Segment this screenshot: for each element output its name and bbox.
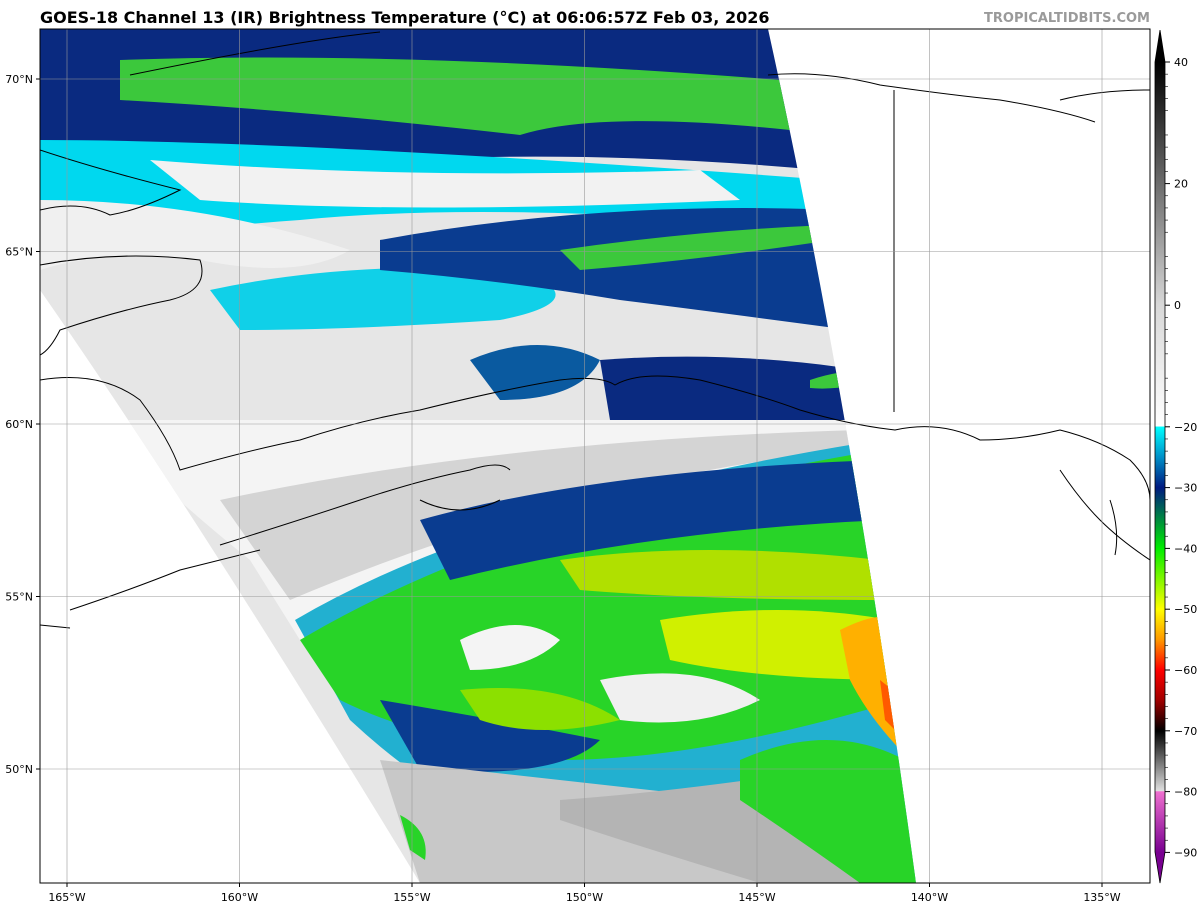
latitude-ticks: 70°N 65°N 60°N 55°N 50°N	[5, 73, 40, 776]
lon-tick-label: 145°W	[738, 891, 775, 904]
colorbar-tick-label: −30	[1174, 482, 1197, 495]
colorbar-tick-label: 40	[1174, 56, 1188, 69]
colorbar-tick-label: −50	[1174, 603, 1197, 616]
lon-tick-label: 155°W	[393, 891, 430, 904]
colorbar-tick-label: −20	[1174, 421, 1197, 434]
map-area	[40, 29, 1150, 883]
colorbar-tick-label: 20	[1174, 178, 1188, 191]
colorbar-tick-label: −40	[1174, 542, 1197, 555]
lat-tick-label: 55°N	[5, 591, 33, 604]
lat-tick-label: 65°N	[5, 246, 33, 259]
lat-tick-label: 50°N	[5, 763, 33, 776]
lon-tick-label: 150°W	[566, 891, 603, 904]
watermark: TROPICALTIDBITS.COM	[984, 11, 1150, 26]
graticule	[40, 29, 1150, 883]
lon-tick-label: 165°W	[48, 891, 85, 904]
lat-tick-label: 60°N	[5, 418, 33, 431]
colorbar-tick-label: −90	[1174, 846, 1197, 859]
colorbar	[1154, 29, 1166, 884]
lon-tick-label: 140°W	[911, 891, 948, 904]
ir-imagery	[40, 29, 916, 883]
lon-tick-label: 135°W	[1083, 891, 1120, 904]
map-frame	[39, 28, 1151, 884]
lon-tick-label: 160°W	[221, 891, 258, 904]
colorbar-tick-label: −80	[1174, 786, 1197, 799]
lat-tick-label: 70°N	[5, 73, 33, 86]
coastlines	[40, 31, 1150, 629]
colorbar-tick-label: −70	[1174, 725, 1197, 738]
colorbar-tick-label: 0	[1174, 299, 1181, 312]
colorbar-tick-label: −60	[1174, 664, 1197, 677]
longitude-ticks: 165°W 160°W 155°W 150°W 145°W 140°W 135°W	[48, 883, 1121, 904]
map-title: GOES-18 Channel 13 (IR) Brightness Tempe…	[40, 8, 770, 27]
colorbar-ticks: 40 20 0 −20 −30 −40 −50 −60 −70 −80 −90	[1165, 56, 1197, 859]
